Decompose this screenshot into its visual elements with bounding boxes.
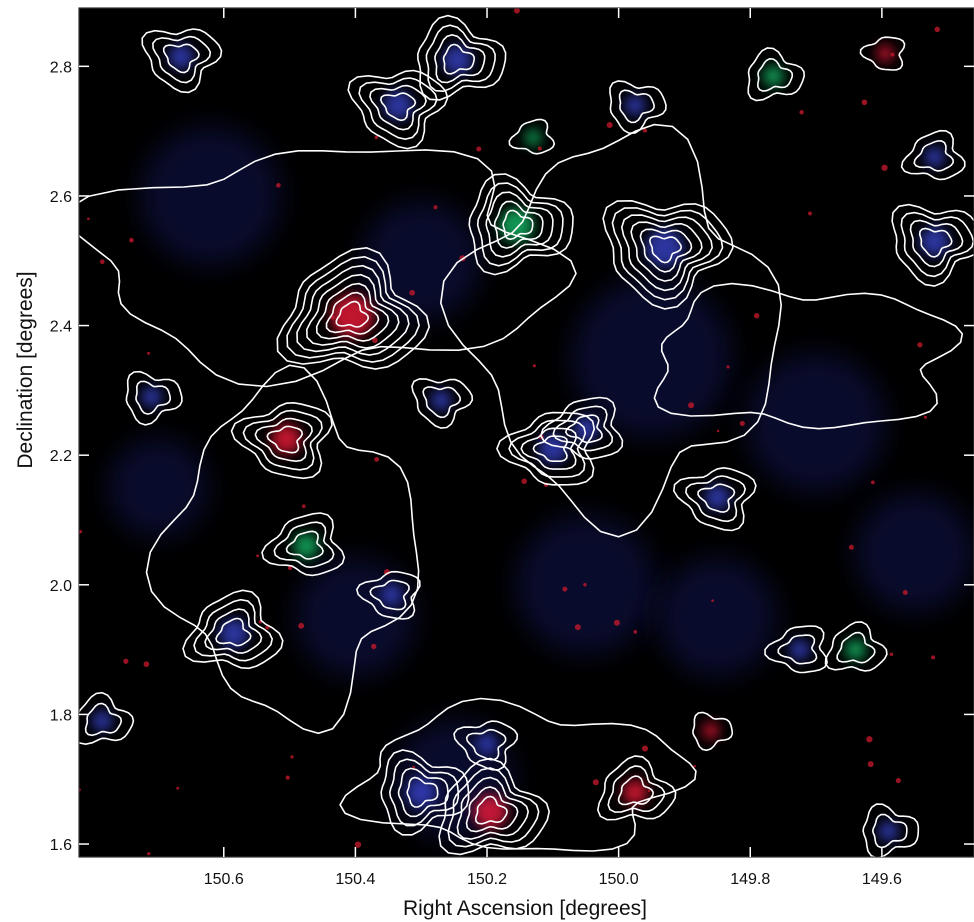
noise-speck <box>87 217 90 220</box>
y-tick-label: 2.8 <box>50 59 72 76</box>
noise-speck <box>808 212 812 216</box>
emission-blob <box>845 639 866 660</box>
noise-speck <box>533 364 536 367</box>
noise-speck <box>374 457 379 462</box>
noise-speck <box>931 655 935 659</box>
noise-speck <box>896 778 901 783</box>
emission-blob <box>763 66 784 87</box>
x-axis-title: Right Ascension [degrees] <box>403 897 647 920</box>
noise-speck <box>371 644 376 649</box>
x-tick-label: 149.6 <box>862 871 902 888</box>
noise-speck <box>614 620 620 626</box>
y-tick-label: 2.2 <box>50 448 72 465</box>
diffuse-emission <box>572 278 732 438</box>
emission-blob <box>703 722 719 738</box>
emission-blob <box>878 821 899 842</box>
x-tick-label: 150.0 <box>599 871 639 888</box>
noise-speck <box>754 313 759 318</box>
noise-speck <box>903 590 908 595</box>
emission-blob <box>92 711 113 732</box>
x-tick-label: 150.6 <box>204 871 244 888</box>
y-tick-label: 1.8 <box>50 707 72 724</box>
noise-speck <box>147 852 150 855</box>
y-tick-label: 2.6 <box>50 189 72 206</box>
y-axis-title: Declination [degrees] <box>14 271 37 468</box>
emission-blob <box>431 390 452 411</box>
noise-speck <box>433 205 437 209</box>
noise-speck <box>409 290 415 296</box>
noise-speck <box>575 624 581 630</box>
emission-blob <box>525 129 541 145</box>
noise-speck <box>849 545 854 550</box>
noise-speck <box>276 183 281 188</box>
diffuse-emission <box>657 557 777 677</box>
noise-speck <box>147 352 150 355</box>
noise-speck <box>693 765 696 768</box>
noise-speck <box>866 736 872 742</box>
plot-area <box>69 7 974 857</box>
noise-speck <box>521 478 526 483</box>
noise-speck <box>862 99 868 105</box>
noise-speck <box>711 599 714 602</box>
emission-blob <box>381 584 402 605</box>
noise-speck <box>607 122 613 128</box>
x-tick-label: 150.2 <box>467 871 507 888</box>
noise-speck <box>583 583 586 586</box>
noise-speck <box>298 623 304 629</box>
noise-speck <box>934 27 939 32</box>
noise-speck <box>633 630 637 634</box>
noise-speck <box>881 165 887 171</box>
noise-speck <box>176 787 179 790</box>
noise-speck <box>717 430 720 433</box>
noise-speck <box>302 504 306 508</box>
noise-speck <box>924 416 927 419</box>
noise-speck <box>144 661 150 667</box>
diffuse-emission <box>108 438 208 538</box>
noise-speck <box>868 761 874 767</box>
y-tick-label: 2.4 <box>50 319 72 336</box>
emission-blob <box>477 733 498 754</box>
diffuse-emission <box>855 492 974 612</box>
noise-speck <box>726 365 729 368</box>
x-tick-label: 150.4 <box>335 871 375 888</box>
noise-speck <box>129 238 134 243</box>
emission-blob <box>877 45 893 61</box>
y-tick-label: 2.0 <box>50 578 72 595</box>
noise-speck <box>538 147 542 151</box>
emission-blob <box>924 147 945 168</box>
y-tick-label: 1.6 <box>50 837 72 854</box>
noise-speck <box>290 755 293 758</box>
emission-blob <box>141 386 162 407</box>
x-tick-label: 149.8 <box>730 871 770 888</box>
diffuse-emission <box>141 126 281 266</box>
noise-speck <box>355 841 361 847</box>
noise-speck <box>286 775 290 779</box>
emission-blob <box>789 639 810 660</box>
noise-speck <box>648 790 650 792</box>
noise-speck <box>593 779 599 785</box>
emission-blob <box>625 95 646 116</box>
noise-speck <box>890 652 894 656</box>
noise-speck <box>799 110 803 114</box>
noise-speck <box>688 402 694 408</box>
noise-speck <box>123 659 128 664</box>
noise-speck <box>740 421 745 426</box>
noise-speck <box>642 745 648 751</box>
noise-speck <box>100 259 105 264</box>
noise-speck <box>917 342 922 347</box>
noise-speck <box>375 136 379 140</box>
noise-speck <box>891 53 895 57</box>
noise-speck <box>256 554 259 557</box>
noise-speck <box>562 587 567 592</box>
noise-speck <box>476 146 481 151</box>
noise-speck <box>871 480 875 484</box>
